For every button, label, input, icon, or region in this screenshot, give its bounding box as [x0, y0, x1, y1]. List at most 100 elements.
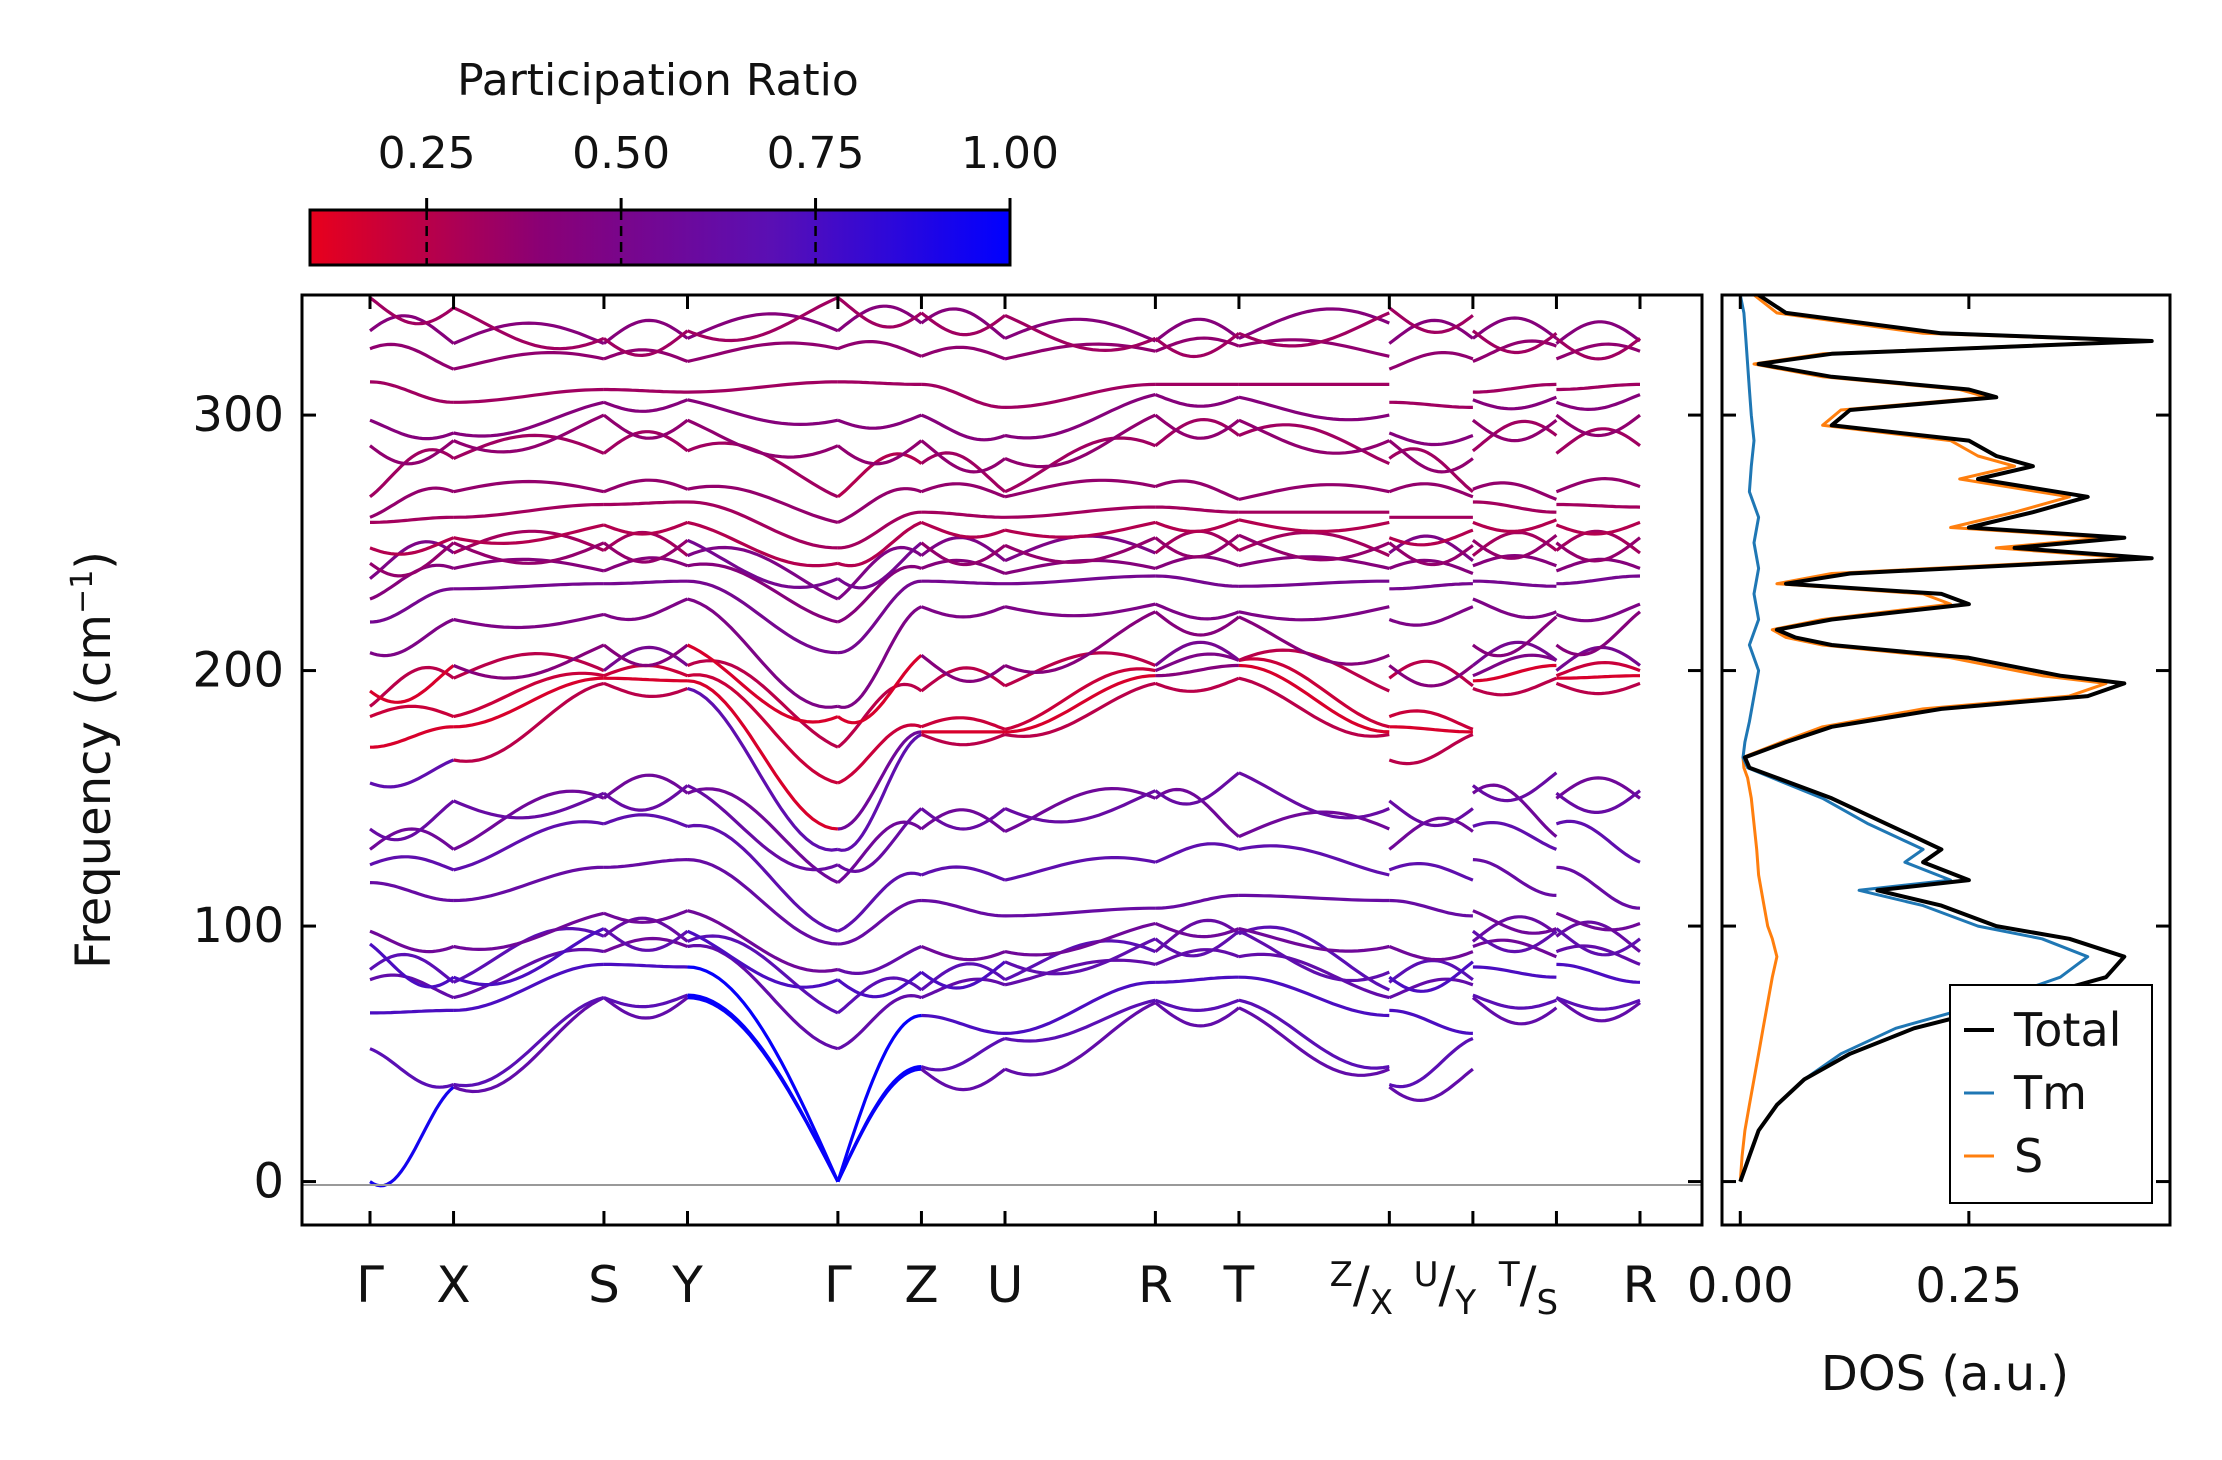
phonon-branch [1155, 574, 1239, 588]
k-point-label: T [1223, 1256, 1255, 1314]
phonon-branch [1388, 977, 1474, 1000]
phonon-branch [369, 952, 455, 984]
phonon-branch [1472, 579, 1557, 588]
phonon-branch [1388, 816, 1474, 851]
phonon-branch [920, 311, 1006, 337]
phonon-branch [369, 725, 454, 749]
phonon-branch [453, 582, 604, 591]
phonon-branch [837, 730, 922, 831]
phonon-branch [1154, 771, 1240, 806]
phonon-branch [1472, 663, 1557, 683]
phonon-branch [1154, 332, 1240, 359]
phonon-branch [369, 704, 455, 719]
dos-curves [1738, 295, 2154, 1183]
phonon-branch [1004, 921, 1156, 957]
phonon-branch [1154, 1001, 1240, 1028]
phonon-branch [836, 541, 923, 590]
phonon-branch [837, 993, 922, 1051]
dos-x-tick-label: 0.00 [1687, 1258, 1794, 1314]
phonon-branch [1004, 856, 1156, 882]
phonon-branch [369, 618, 455, 658]
phonon-branch [1238, 893, 1390, 903]
phonon-branch [453, 962, 604, 1012]
phonon-branch [1471, 615, 1558, 658]
phonon-branch [1004, 667, 1156, 731]
phonon-branch [1555, 944, 1641, 966]
phonon-branch [1555, 427, 1641, 455]
phonon-branch [453, 681, 605, 763]
dos-panel: 0.00 0.25 DOS (a.u.) Total Tm S [1687, 293, 2172, 1402]
phonon-branch [453, 351, 605, 371]
phonon-branch [1472, 395, 1557, 411]
k-point-label: Γ [356, 1256, 384, 1314]
phonon-branch [1556, 382, 1640, 392]
phonon-branch [452, 306, 605, 351]
phonon-branch [837, 898, 922, 946]
phonon-branch [369, 314, 455, 345]
phonon-branch [687, 341, 839, 363]
phonon-branch [369, 541, 455, 578]
phonon-branch [920, 653, 1006, 684]
phonon-branch [687, 858, 839, 946]
phonon-branch [1238, 927, 1390, 953]
phonon-branch [1238, 1006, 1390, 1077]
phonon-branch [1004, 602, 1156, 618]
phonon-branch [1555, 393, 1641, 412]
phonon-branch [369, 855, 455, 872]
phonon-branch [602, 916, 689, 943]
phonon-branch [1238, 975, 1390, 1018]
phonon-branch [1154, 317, 1240, 343]
phonon-branch [920, 807, 1006, 831]
phonon-branch [1555, 776, 1641, 800]
phonon-branch [369, 929, 455, 954]
phonon-branch [369, 486, 455, 519]
phonon-branch [1238, 307, 1390, 340]
phonon-branch [602, 996, 689, 1020]
phonon-branch [369, 418, 455, 441]
phonon-branch [603, 597, 689, 622]
phonon-branch [836, 1013, 922, 1183]
phonon-branch [1555, 819, 1641, 864]
phonon-bands [369, 296, 1641, 1188]
phonon-branch [1555, 927, 1641, 957]
phonon-branch [1154, 676, 1240, 693]
phonon-branch [602, 329, 689, 358]
phonon-branch [920, 451, 1006, 493]
phonon-branch [1388, 1037, 1474, 1089]
phonon-branch [1154, 479, 1240, 501]
k-point-label: Γ [824, 1256, 852, 1314]
phonon-branch [1154, 787, 1240, 838]
phonon-branch [603, 993, 689, 1009]
phonon-branch [452, 321, 605, 345]
phonon-branch [603, 398, 689, 413]
phonon-branch [1556, 962, 1641, 984]
phonon-branch [1238, 952, 1390, 1000]
k-point-label: Z [904, 1256, 938, 1314]
phonon-branch [1004, 1001, 1157, 1077]
k-point-label: U [987, 1256, 1024, 1314]
phonon-branch [1004, 937, 1157, 976]
phonon-branch [1388, 862, 1474, 882]
phonon-branch [1238, 395, 1390, 422]
phonon-branch [921, 1013, 1006, 1035]
y-label-main: Frequency (cm [66, 614, 122, 969]
phonon-branch [687, 484, 839, 524]
dos-series-total [1738, 295, 2154, 1183]
phonon-branch [1004, 536, 1157, 564]
phonon-branch [837, 487, 922, 524]
phonon-branch [452, 789, 605, 851]
phonon-branch [687, 673, 839, 785]
phonon-branch [1238, 555, 1390, 570]
phonon-branch [1154, 533, 1240, 559]
phonon-branch [920, 541, 1006, 567]
phonon-branch [1471, 996, 1558, 1026]
phonon-branch [920, 716, 1006, 731]
y-tick-label: 100 [192, 898, 284, 954]
phonon-branch [369, 799, 455, 842]
phonon-branch [1389, 898, 1473, 918]
phonon-branch [602, 927, 689, 952]
phonon-branch [1154, 918, 1240, 953]
phonon-branch [369, 536, 455, 556]
phonon-branch [1154, 842, 1240, 864]
